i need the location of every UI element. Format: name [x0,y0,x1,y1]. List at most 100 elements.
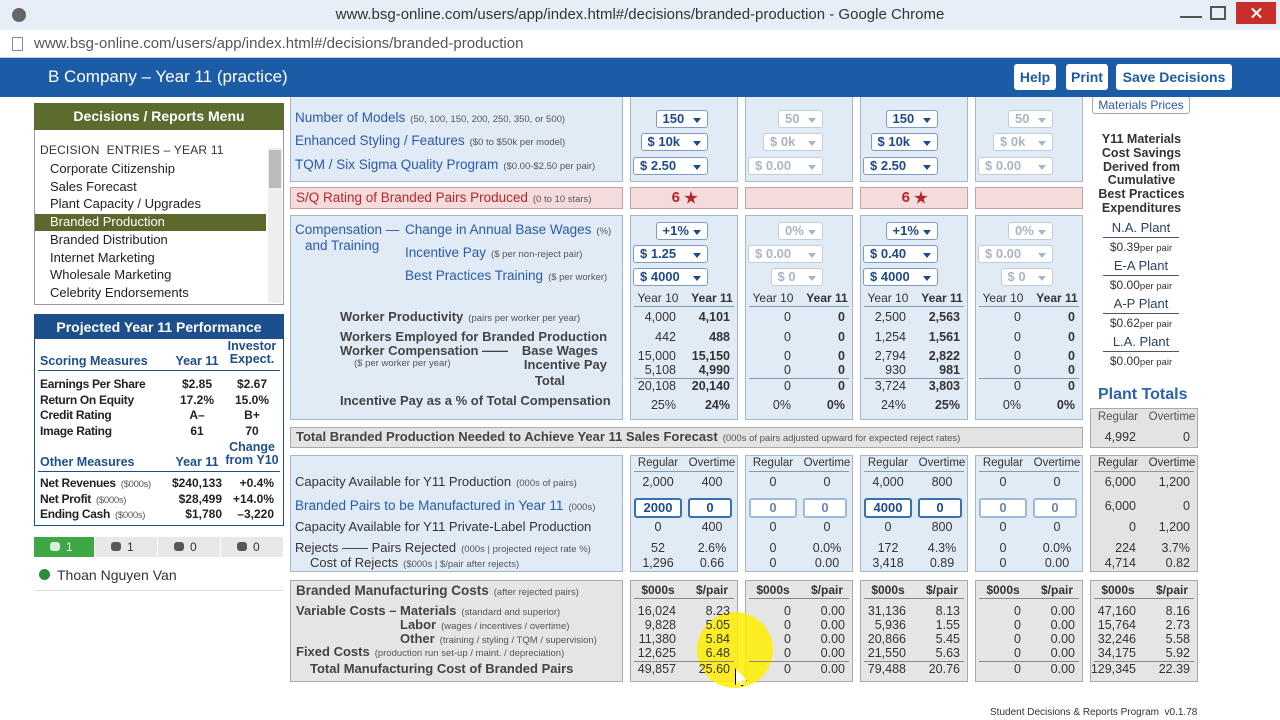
cell-value: 0.00 [1050,632,1075,646]
social-tab[interactable] [95,537,157,557]
dropdown[interactable]: 150 [885,110,938,128]
social-tab[interactable] [34,537,94,557]
menu-item[interactable]: Sales Forecast [50,178,137,194]
cell-value: 1.55 [935,618,960,632]
minimize-button[interactable] [1180,6,1202,18]
social-count: 1 [127,540,134,554]
header-line [864,598,964,599]
label-text: Incentive Pay [405,245,487,260]
col-header: Overtime [1148,457,1196,469]
social-icon [174,542,184,551]
dropdown[interactable]: $ 2.50 [863,157,938,175]
label-text: Enhanced Styling / Features [295,133,465,148]
address-url: www.bsg-online.com/users/app/index.html#… [34,35,524,52]
perf-value: +0.4% [239,476,274,490]
cell-value: 0 [1068,349,1075,363]
dropdown[interactable]: +1% [885,222,938,240]
social-tab[interactable] [158,537,220,557]
production-input[interactable]: 2000 [634,498,682,518]
total-line [1094,661,1194,662]
col-header: $000s [756,583,790,597]
materials-prices-button[interactable]: Materials Prices [1092,97,1190,114]
menu-item[interactable]: Plant Capacity / Upgrades [50,196,202,212]
col-header: $/pair [1040,583,1073,597]
cell-value: 52 [651,541,665,555]
dropdown: 50 [1008,110,1053,128]
col-header: Overtime [918,457,966,469]
menu-item[interactable]: Corporate Citizenship [50,161,176,176]
page-icon [12,37,23,51]
cell-value: 15,000 [637,349,676,363]
cell-value: 0 [1129,520,1136,534]
label-hint: ($0 to $50k per model) [469,137,566,148]
plant-costs [975,580,1083,682]
dropdown[interactable]: $ 10k [640,133,708,151]
perf-label: Ending Cash ($000s) [40,506,440,522]
comp-title: and Training [305,238,380,253]
cell-value: 0.66 [699,556,725,570]
dropdown[interactable]: $ 0.40 [863,245,938,263]
sq-panel [290,187,623,209]
cell-value: 0 [1014,349,1021,363]
cell-value: 9,828 [644,618,676,632]
cell-value: 129,345 [1090,662,1136,676]
label-text: Number of Models [295,110,406,125]
cell-value: 0 [654,520,662,534]
label-text: Rejects —— Pairs Rejected [295,540,457,555]
cell-value: 0 [838,379,845,393]
year-header-line [979,306,1079,307]
label-text: Workers Employed for Branded Production [340,329,608,344]
production-input: 0 [803,498,847,518]
label-hint: (production run set-up / maint. / deprec… [374,648,565,659]
label-hint: (50, 100, 150, 200, 250, 350, or 500) [410,114,566,125]
production-input[interactable]: 4000 [864,498,912,518]
label-hint: ($000s | $/pair after rejects) [403,559,520,570]
dropdown[interactable]: $ 4000 [863,268,938,286]
label-hint: (0 to 10 stars) [532,194,592,205]
perf-label: Return On Equity [40,392,134,407]
row-label: Enhanced Styling / Features ($0 to $50k p… [295,133,695,149]
cell-value: 0 [1014,604,1021,618]
perf-label: Net Revenues ($000s) [40,475,440,491]
label-text: Branded Manufacturing Costs [296,583,489,598]
dropdown[interactable]: $ 10k [870,133,938,151]
plant-name: E-A Plant [1113,258,1169,273]
cell-value: 4,714 [1104,556,1136,570]
menu-item[interactable]: Wholesale Marketing [50,267,172,283]
dropdown[interactable]: +1% [655,222,708,240]
row-label: Fixed Costs (production run set-up / main… [296,644,696,660]
label-hint: (training / styling / TQM / supervision) [439,635,597,646]
maximize-button[interactable] [1210,6,1226,20]
social-tab[interactable] [221,537,283,557]
header-button[interactable]: Help [1014,64,1056,90]
dropdown[interactable]: 150 [655,110,708,128]
cell-value: 0.00 [820,618,845,632]
cell-value: 0% [1002,398,1021,412]
perf-value: $28,499 [178,491,222,506]
dropdown[interactable]: $ 4000 [633,268,708,286]
menu-scroll-thumb [269,150,281,188]
header-button[interactable]: Print [1066,64,1108,90]
col-header: $000s [641,583,675,597]
saving-value: $0.00 [1109,278,1140,292]
production-input[interactable]: 0 [918,498,962,518]
cell-value: 0 [823,475,831,489]
menu-item[interactable]: Branded Production [50,214,165,230]
dropdown[interactable]: $ 1.25 [633,245,708,263]
close-button[interactable] [1236,2,1276,24]
cell-value: 0 [838,310,845,324]
label-text: S/Q Rating of Branded Pairs Produced [296,190,528,205]
header-button[interactable]: Save Decisions [1116,64,1232,90]
menu-item[interactable]: Celebrity Endorsements [50,284,189,300]
address-bar [0,30,1280,58]
label-text: Net Revenues [40,476,116,490]
production-input[interactable]: 0 [688,498,732,518]
plant-name: N.A. Plant [1111,220,1171,235]
menu-item[interactable]: Branded Distribution [50,231,168,247]
sq-cell [630,187,738,209]
dropdown[interactable]: $ 2.50 [633,157,708,175]
title-bar [0,0,1280,30]
header-line [634,471,734,472]
menu-item[interactable]: Internet Marketing [50,249,155,265]
